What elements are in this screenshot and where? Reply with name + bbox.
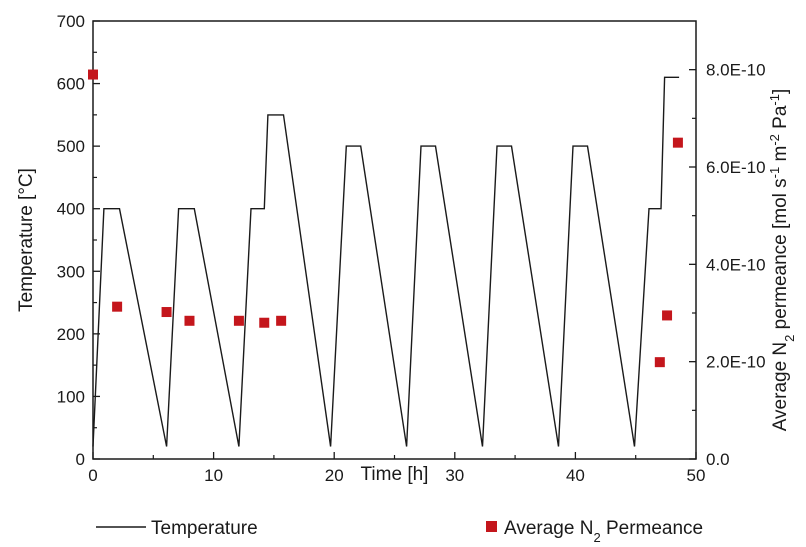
y-left-tick-label: 200 bbox=[57, 325, 85, 344]
permeance-point bbox=[184, 315, 195, 326]
y-left-tick-label: 400 bbox=[57, 200, 85, 219]
x-axis-title: Time [h] bbox=[361, 464, 429, 485]
y-right-title-middle: permeance [mol s bbox=[770, 178, 791, 334]
y-right-tick-label: 2.0E-10 bbox=[706, 353, 766, 372]
legend-permeance-label: Average N2 Permeance bbox=[504, 518, 703, 545]
y-right-title-pa: Pa bbox=[770, 105, 791, 134]
y-right-tick-label: 0.0 bbox=[706, 450, 730, 469]
permeance-point bbox=[672, 137, 683, 148]
legend-marker-swatch bbox=[486, 521, 497, 532]
legend-permeance-sub: 2 bbox=[593, 530, 600, 545]
y-axis-left: 0 100 200 300 400 500 600 700 bbox=[57, 12, 100, 469]
permeance-point bbox=[161, 307, 172, 318]
plot-frame bbox=[92, 20, 697, 460]
permeance-point bbox=[233, 315, 244, 326]
permeance-point bbox=[662, 310, 673, 321]
y-right-tick-label: 8.0E-10 bbox=[706, 61, 766, 80]
x-tick-label: 40 bbox=[566, 466, 585, 485]
y-right-title-sub: 2 bbox=[782, 335, 797, 342]
permeance-point bbox=[276, 315, 287, 326]
legend-temperature-label: Temperature bbox=[151, 518, 258, 539]
y-right-title-suffix: ] bbox=[770, 89, 791, 94]
temperature-line bbox=[92, 76, 680, 447]
x-axis: 0 10 20 30 40 50 bbox=[88, 452, 705, 485]
y-left-tick-label: 300 bbox=[57, 262, 85, 281]
y-right-title-exp2: -2 bbox=[767, 134, 782, 146]
x-tick-label: 20 bbox=[325, 466, 344, 485]
y-right-title-exp3: -1 bbox=[767, 94, 782, 106]
y-right-tick-label: 6.0E-10 bbox=[706, 158, 766, 177]
permeance-point bbox=[88, 69, 98, 80]
legend-permeance-prefix: Average N bbox=[504, 518, 593, 539]
legend: Temperature Average N2 Permeance bbox=[96, 518, 703, 545]
y-left-tick-label: 100 bbox=[57, 387, 85, 406]
y-left-tick-label: 600 bbox=[57, 75, 85, 94]
x-tick-label: 30 bbox=[445, 466, 464, 485]
permeance-series bbox=[88, 69, 683, 368]
y-right-tick-label: 4.0E-10 bbox=[706, 255, 766, 274]
permeance-point bbox=[259, 317, 270, 328]
y-left-tick-label: 700 bbox=[57, 12, 85, 31]
x-tick-label: 50 bbox=[687, 466, 706, 485]
temperature-series bbox=[92, 76, 680, 447]
y-right-title-exp1: -1 bbox=[767, 167, 782, 179]
permeance-point bbox=[654, 357, 665, 368]
legend-permeance-suffix: Permeance bbox=[601, 518, 703, 539]
y-right-title-m: m bbox=[770, 146, 791, 167]
y-left-tick-label: 500 bbox=[57, 137, 85, 156]
permeance-point bbox=[112, 301, 123, 312]
x-tick-label: 0 bbox=[88, 466, 97, 485]
y-axis-right-title: Average N2 permeance [mol s-1 m-2 Pa-1] bbox=[767, 89, 797, 432]
y-right-title-prefix: Average N bbox=[770, 342, 791, 431]
y-axis-right: 0.0 2.0E-10 4.0E-10 6.0E-10 8.0E-10 bbox=[689, 61, 766, 469]
y-left-tick-label: 0 bbox=[76, 450, 85, 469]
y-axis-left-title: Temperature [°C] bbox=[16, 168, 37, 312]
x-tick-label: 10 bbox=[204, 466, 223, 485]
